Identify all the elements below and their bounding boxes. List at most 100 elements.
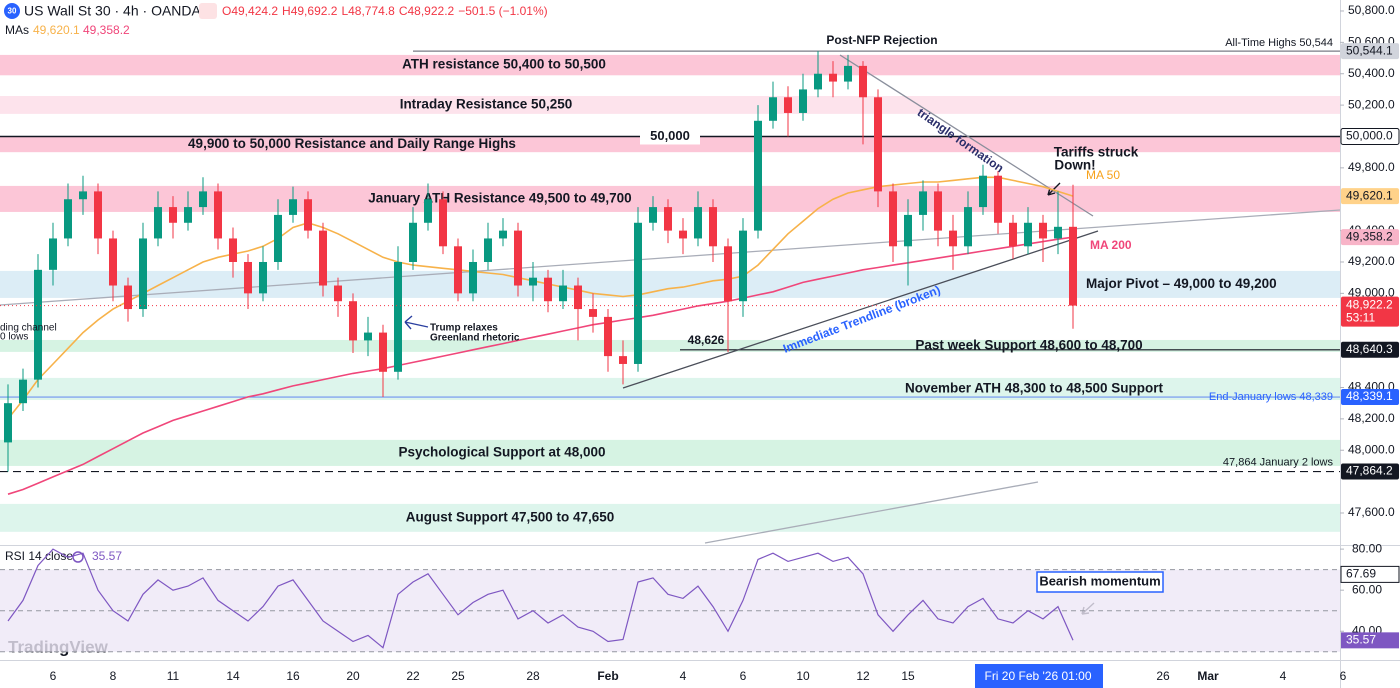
zone-label: Psychological Support at 48,000 — [398, 444, 605, 459]
candle-body — [709, 207, 717, 247]
y-tick-label: 48,200.0 — [1348, 411, 1395, 425]
candle-body — [574, 285, 582, 310]
level-note: 48,626 — [688, 333, 725, 347]
ohlc-value: L48,774.8 — [341, 4, 395, 18]
level-price-label: 48,640.3 — [1346, 342, 1393, 356]
x-tick-label: 6 — [740, 669, 747, 683]
note-box — [1036, 571, 1164, 593]
rsi-value-box — [1341, 632, 1399, 649]
rsi-tick-label: 80.00 — [1352, 541, 1382, 555]
x-tick-label: 6 — [50, 669, 57, 683]
candle-body — [964, 207, 972, 247]
trendline — [622, 230, 1099, 389]
y-tick-label: 48,000.0 — [1348, 442, 1395, 456]
candle-body — [1009, 222, 1017, 247]
ohlc-value: −501.5 (−1.01%) — [458, 4, 547, 18]
level-price-label-box — [1341, 463, 1399, 480]
candle-body — [304, 199, 312, 231]
level-note: All-Time Highs 50,544 — [1225, 37, 1333, 49]
candle-body — [319, 230, 327, 286]
candle-body — [559, 285, 567, 302]
rsi-marker-label: 67.69 — [1346, 567, 1376, 581]
ohlc: O49,424.2 H49,692.2 L48,774.8 C48,922.2 −501… — [222, 4, 548, 18]
candle-body — [829, 73, 837, 82]
level-price-label: 48,339.1 — [1346, 389, 1393, 403]
annotation: ding channel — [0, 323, 57, 334]
candle-body — [814, 73, 822, 90]
candle-body — [1069, 226, 1077, 306]
ma-price-label-box — [1341, 229, 1399, 246]
rsi-title: RSI 14 close — [5, 549, 73, 563]
x-tick-label: 10 — [796, 669, 810, 683]
candle-body — [949, 230, 957, 247]
candle-body — [889, 191, 897, 247]
candle-body — [694, 207, 702, 239]
candle-body — [604, 316, 612, 357]
zone — [0, 96, 1340, 114]
candle-body — [769, 97, 777, 121]
annotation: Greenland rhetoric — [430, 333, 520, 344]
ma-legend: MAs — [5, 23, 29, 37]
level-price-label-box — [1341, 43, 1399, 60]
rsi-note: Bearish momentum — [1039, 573, 1160, 588]
level-price-label-box — [1341, 341, 1399, 358]
candle-body — [724, 246, 732, 302]
rsi-marker-box — [1340, 565, 1400, 583]
ohlc-value: C48,922.2 — [399, 4, 455, 18]
x-tick-label: 6 — [1340, 669, 1347, 683]
zone-label: August Support 47,500 to 47,650 — [406, 509, 615, 524]
candle-body — [619, 356, 627, 364]
y-tick-label: 49,800.0 — [1348, 160, 1395, 174]
candle-body — [754, 120, 762, 231]
ma50-legend: 49,620.1 — [33, 23, 80, 37]
candle-body — [19, 379, 27, 404]
y-tick-label: 49,200.0 — [1348, 254, 1395, 268]
candle-body — [739, 230, 747, 302]
candle-body — [859, 65, 867, 98]
candle-body — [979, 175, 987, 208]
ma200-legend: 49,358.2 — [83, 23, 130, 37]
x-tick-label: 4 — [1280, 669, 1287, 683]
chart-title[interactable]: US Wall St 30 · 4h · OANDA — [24, 3, 202, 19]
x-tick-label: Feb — [597, 669, 618, 683]
candle-body — [109, 238, 117, 286]
candle-body — [1039, 222, 1047, 239]
x-tick-label: 22 — [406, 669, 420, 683]
x-tick-label: 4 — [680, 669, 687, 683]
candle-body — [4, 403, 12, 443]
zone — [0, 270, 1340, 298]
candle-body — [634, 222, 642, 364]
candle-body — [124, 285, 132, 310]
candle-body — [679, 230, 687, 239]
x-tick-label: 12 — [856, 669, 870, 683]
note-bg — [640, 128, 700, 145]
candle-body — [184, 207, 192, 223]
candle-body — [904, 214, 912, 247]
zone — [0, 377, 1340, 401]
candle-body — [49, 238, 57, 270]
candle-body — [139, 238, 147, 310]
candle-body — [154, 207, 162, 239]
annotation: Post-NFP Rejection — [826, 33, 937, 47]
ma-label: MA 50 — [1086, 168, 1120, 182]
level-note: 47,864 January 2 lows — [1223, 456, 1334, 468]
candle-body — [214, 191, 222, 239]
x-tick-label: Mar — [1197, 669, 1219, 683]
ohlc-value: H49,692.2 — [282, 4, 338, 18]
x-tick-label: 14 — [226, 669, 240, 683]
x-tick-label: 20 — [346, 669, 360, 683]
sell-button[interactable] — [199, 3, 217, 19]
zone — [0, 503, 1340, 532]
candle-body — [1024, 222, 1032, 247]
symbol-badge — [4, 3, 20, 19]
y-tick-label: 50,200.0 — [1348, 97, 1395, 111]
candle-body — [349, 301, 357, 341]
candle-body — [649, 207, 657, 223]
candle-body — [799, 89, 807, 113]
candle-body — [394, 261, 402, 372]
candle-body — [244, 261, 252, 294]
ma-price-label: 49,620.1 — [1346, 188, 1393, 202]
crosshair-label: Fri 20 Feb '26 01:00 — [984, 669, 1091, 683]
candle-body — [229, 238, 237, 262]
x-tick-label: 26 — [1156, 669, 1170, 683]
